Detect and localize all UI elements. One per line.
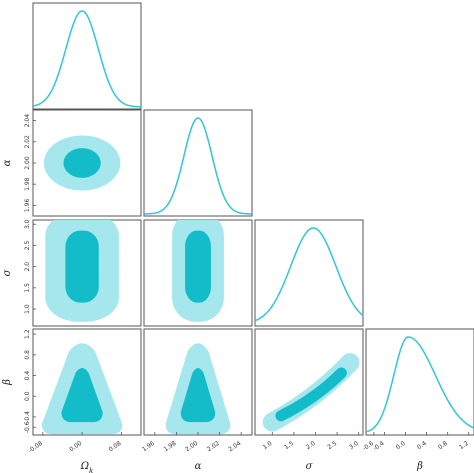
x-tick-label-sigma: 2.5 <box>326 440 338 451</box>
x-axis-label-beta: β <box>416 461 423 472</box>
marginal-panel-omega-k <box>32 2 142 110</box>
y-axis-label-sigma: σ <box>2 268 13 276</box>
x-tick-label-beta: 0.4 <box>416 440 428 451</box>
x-tick-label-alpha: 2.00 <box>184 440 199 454</box>
x-tick-label-omega-k: -0.08 <box>27 440 44 455</box>
inner-contour <box>180 367 216 423</box>
x-axis-label-alpha: α <box>195 461 202 472</box>
x-tick-label-alpha: 1.96 <box>141 440 156 454</box>
y-tick-label-alpha: 2.02 <box>24 135 31 149</box>
y-tick-label-sigma: 2.0 <box>24 262 31 272</box>
marginal-curve-sigma <box>254 227 364 322</box>
x-tick-label-sigma: 3.0 <box>348 440 360 451</box>
x-tick-label-beta: 1.2 <box>458 440 470 451</box>
x-tick-label-omega-k: 0.00 <box>68 440 83 454</box>
y-tick-label-beta: -0.6 <box>24 421 31 433</box>
y-axis-label-beta: β <box>2 379 13 386</box>
contours-alpha-vs-beta <box>165 343 231 435</box>
x-tick-label-alpha: 2.04 <box>227 440 242 454</box>
y-tick-label-beta: 1.2 <box>24 329 31 339</box>
y-tick-label-sigma: 2.5 <box>24 240 31 250</box>
inner-contour <box>63 148 101 178</box>
x-tick-label-sigma: 2.0 <box>305 440 317 451</box>
y-tick-label-beta: 0.4 <box>24 371 31 381</box>
marginal-panel-alpha <box>143 109 253 217</box>
y-tick-label-beta: 0.0 <box>24 391 31 401</box>
contours-omega-k-vs-beta <box>41 343 123 435</box>
inner-contour <box>185 230 211 303</box>
contours-omega-k-vs-sigma <box>45 220 119 322</box>
x-axis-label-omega-k: Ωk <box>80 461 94 473</box>
x-tick-label-beta: 0.0 <box>395 440 407 451</box>
inner-contour <box>65 230 99 303</box>
marginal-curve-omega-k <box>32 10 142 108</box>
x-tick-label-omega-k: 0.08 <box>108 440 123 454</box>
x-tick-label-sigma: 1.0 <box>262 440 274 451</box>
y-axis-label-alpha: α <box>2 159 13 166</box>
y-tick-label-alpha: 2.00 <box>24 156 31 170</box>
marginal-curve-alpha <box>143 117 253 215</box>
y-tick-label-sigma: 3.0 <box>24 219 31 229</box>
contours-omega-k-vs-alpha <box>43 135 121 191</box>
x-tick-label-alpha: 2.02 <box>206 440 221 454</box>
y-tick-label-alpha: 1.96 <box>24 199 31 213</box>
inner-contour <box>275 367 347 422</box>
marginal-curve-beta <box>365 336 474 433</box>
x-tick-label-alpha: 1.98 <box>163 440 178 454</box>
panels <box>32 2 474 436</box>
contours-sigma-vs-beta <box>262 353 360 432</box>
y-tick-label-sigma: 1.5 <box>24 283 31 293</box>
y-tick-label-alpha: 2.04 <box>24 114 31 128</box>
marginal-panel-sigma <box>254 219 364 327</box>
x-tick-label-beta: 0.8 <box>437 440 449 451</box>
x-tick-label-beta: -0.4 <box>372 440 386 453</box>
x-axis-label-sigma: σ <box>306 461 314 472</box>
y-tick-label-beta: -0.4 <box>24 411 31 423</box>
y-tick-label-sigma: 1.0 <box>24 304 31 314</box>
y-tick-label-beta: 0.8 <box>24 350 31 360</box>
axis-labels: -0.08 0.00 0.08 1.96 1.98 2.00 2.02 2.04 1.0 1.5 2… <box>2 114 470 473</box>
inner-contour <box>61 367 103 423</box>
x-tick-label-sigma: 1.5 <box>283 440 295 451</box>
contours-alpha-vs-sigma <box>172 220 224 322</box>
y-tick-label-alpha: 1.98 <box>24 177 31 191</box>
